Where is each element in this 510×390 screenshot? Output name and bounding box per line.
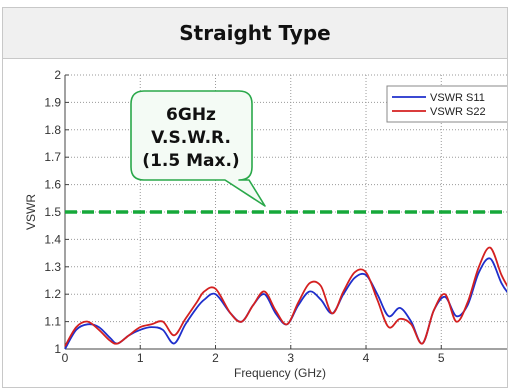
callout-line: V.S.W.R. — [151, 128, 231, 148]
chart-frame: Straight Type 1 1.1 1.2 1.3 1.4 1.5 1.6 1.7 1.8 1… — [2, 7, 508, 388]
x-tick-label: 0 — [62, 351, 69, 365]
y-tick-label: 1.3 — [44, 260, 61, 274]
y-tick-label: 1.9 — [44, 95, 61, 109]
x-tick-label: 4 — [363, 351, 370, 365]
series-line-s22 — [64, 246, 507, 347]
legend-label: VSWR S22 — [430, 106, 486, 118]
vswr-callout: 6GHz V.S.W.R. (1.5 Max.) — [130, 90, 266, 207]
x-tick-label: 2 — [212, 351, 219, 365]
y-tick-label: 1.8 — [44, 123, 61, 137]
callout-line: 6GHz — [166, 105, 216, 125]
y-tick-label: 2 — [54, 68, 61, 82]
y-axis-label: VSWR — [24, 194, 38, 230]
callout-bubble — [130, 90, 266, 207]
y-tick-label: 1.5 — [44, 205, 61, 219]
y-tick-label: 1.1 — [44, 315, 61, 329]
x-axis-label: Frequency (GHz) — [234, 366, 326, 380]
y-tick-label: 1.7 — [44, 150, 61, 164]
vswr-chart: 11.11.21.31.41.51.61.71.81.920 1 2 3 4 5Frequ… — [24, 68, 507, 380]
y-tick-label: 1.4 — [44, 232, 61, 246]
y-tick-label: 1 — [54, 342, 61, 356]
legend-box — [386, 85, 507, 123]
chart-title: Straight Type — [179, 21, 331, 45]
callout-line: (1.5 Max.) — [142, 151, 239, 171]
y-tick-label: 1.2 — [44, 287, 61, 301]
legend: VSWR S11 VSWR S22 — [386, 85, 507, 123]
chart-title-bar: Straight Type — [3, 8, 507, 59]
legend-label: VSWR S11 — [430, 92, 485, 104]
x-tick-label: 1 — [137, 351, 144, 365]
y-tick-label: 1.6 — [44, 178, 61, 192]
x-tick-label: 5 — [438, 351, 445, 365]
x-tick-label: 3 — [287, 351, 294, 365]
